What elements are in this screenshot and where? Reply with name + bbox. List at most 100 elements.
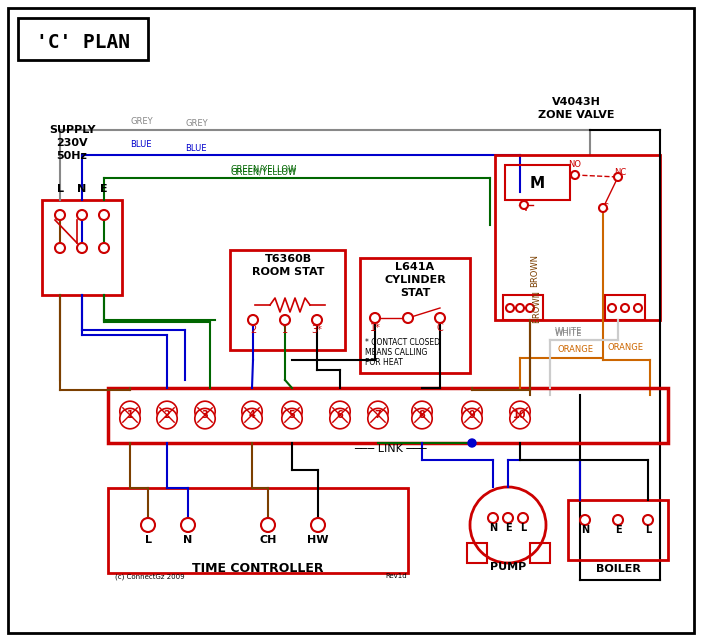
Circle shape — [311, 518, 325, 532]
Text: 2: 2 — [250, 325, 256, 335]
Text: C: C — [437, 323, 444, 333]
Text: GREEN/YELLOW: GREEN/YELLOW — [230, 167, 296, 176]
Circle shape — [503, 513, 513, 523]
Circle shape — [468, 439, 476, 447]
Text: L: L — [145, 535, 152, 545]
Text: TIME CONTROLLER: TIME CONTROLLER — [192, 562, 324, 575]
Circle shape — [510, 408, 530, 429]
Circle shape — [55, 210, 65, 220]
Circle shape — [435, 313, 445, 323]
Text: NO: NO — [569, 160, 581, 169]
Circle shape — [571, 171, 579, 179]
Text: V4043H: V4043H — [552, 97, 600, 107]
Text: N: N — [183, 535, 192, 545]
Circle shape — [280, 315, 290, 325]
Text: (c) ConnectGz 2009: (c) ConnectGz 2009 — [115, 573, 185, 579]
Text: N: N — [77, 184, 86, 194]
Circle shape — [241, 408, 263, 429]
Circle shape — [462, 408, 482, 429]
Text: NC: NC — [614, 168, 626, 177]
Circle shape — [194, 401, 216, 422]
Circle shape — [55, 243, 65, 253]
Text: GREY: GREY — [130, 117, 152, 126]
Text: 1: 1 — [282, 325, 288, 335]
Text: 9: 9 — [469, 410, 475, 420]
Text: CYLINDER: CYLINDER — [384, 275, 446, 285]
Text: 3*: 3* — [312, 325, 322, 335]
Circle shape — [99, 243, 109, 253]
Circle shape — [608, 304, 616, 312]
Text: ZONE VALVE: ZONE VALVE — [538, 110, 614, 120]
Circle shape — [520, 201, 528, 209]
Text: ORANGE: ORANGE — [558, 345, 594, 354]
Circle shape — [282, 408, 302, 429]
Text: E: E — [100, 184, 108, 194]
Text: 230V: 230V — [56, 138, 88, 148]
Circle shape — [248, 315, 258, 325]
Circle shape — [99, 210, 109, 220]
Circle shape — [261, 518, 275, 532]
Circle shape — [526, 304, 534, 312]
Circle shape — [194, 408, 216, 429]
Text: L: L — [520, 523, 526, 533]
Text: 7: 7 — [375, 410, 381, 420]
Circle shape — [120, 408, 140, 429]
Circle shape — [403, 313, 413, 323]
Circle shape — [181, 518, 195, 532]
Circle shape — [368, 408, 388, 429]
Circle shape — [282, 401, 302, 422]
Text: GREEN/YELLOW: GREEN/YELLOW — [230, 164, 296, 173]
Circle shape — [488, 513, 498, 523]
Circle shape — [120, 401, 140, 422]
Text: WHITE: WHITE — [555, 329, 583, 338]
Circle shape — [412, 401, 432, 422]
Text: WHITE: WHITE — [555, 327, 583, 336]
Text: 50Hz: 50Hz — [57, 151, 88, 161]
Text: BROWN: BROWN — [530, 254, 539, 287]
Text: BOILER: BOILER — [595, 564, 640, 574]
Text: ROOM STAT: ROOM STAT — [252, 267, 324, 277]
Text: ─── LINK ───: ─── LINK ─── — [354, 444, 426, 454]
Circle shape — [462, 401, 482, 422]
Text: L: L — [56, 184, 63, 194]
Text: 3: 3 — [201, 410, 208, 420]
Circle shape — [506, 304, 514, 312]
Text: CH: CH — [259, 535, 277, 545]
Text: STAT: STAT — [400, 288, 430, 298]
Text: 2: 2 — [164, 410, 171, 420]
Circle shape — [241, 401, 263, 422]
Text: GREY: GREY — [185, 119, 208, 128]
Text: C: C — [602, 203, 608, 212]
Text: ORANGE: ORANGE — [607, 343, 643, 352]
Circle shape — [518, 513, 528, 523]
Circle shape — [77, 243, 87, 253]
Text: T6360B: T6360B — [265, 254, 312, 264]
Text: 4: 4 — [249, 410, 256, 420]
Text: 5: 5 — [289, 410, 296, 420]
Circle shape — [621, 304, 629, 312]
Text: N: N — [581, 525, 589, 535]
Text: FOR HEAT: FOR HEAT — [365, 358, 403, 367]
Circle shape — [330, 408, 350, 429]
Text: BLUE: BLUE — [185, 144, 206, 153]
Circle shape — [634, 304, 642, 312]
Text: L641A: L641A — [395, 262, 435, 272]
Circle shape — [614, 173, 622, 181]
Circle shape — [157, 408, 177, 429]
Circle shape — [141, 518, 155, 532]
Circle shape — [370, 313, 380, 323]
Text: SUPPLY: SUPPLY — [48, 125, 95, 135]
Circle shape — [157, 401, 177, 422]
Text: 'C' PLAN: 'C' PLAN — [36, 33, 130, 51]
Circle shape — [516, 304, 524, 312]
Text: E: E — [505, 523, 511, 533]
Text: 8: 8 — [418, 410, 425, 420]
Text: 10: 10 — [513, 410, 526, 420]
Text: 1*: 1* — [369, 323, 380, 333]
Circle shape — [330, 401, 350, 422]
Circle shape — [643, 515, 653, 525]
Text: HW: HW — [307, 535, 329, 545]
Text: BROWN: BROWN — [532, 290, 541, 323]
Circle shape — [599, 204, 607, 212]
Text: PUMP: PUMP — [490, 562, 526, 572]
